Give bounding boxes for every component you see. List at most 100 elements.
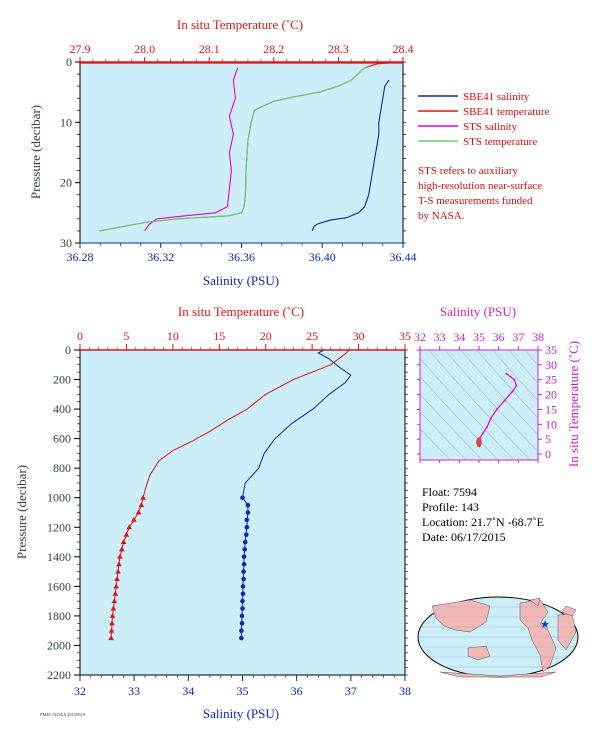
density-contour	[460, 350, 538, 436]
series-sbe41-salinity-line	[311, 79, 390, 232]
temperature-profile-marker	[126, 524, 132, 530]
temperature-profile-marker	[108, 627, 115, 633]
salinity-profile-marker	[240, 598, 245, 604]
ts-deep-water-cluster	[476, 437, 482, 448]
bottom-temperature-tick-label: 0	[77, 329, 83, 343]
ts-inset-salinity-tick-label: 37	[512, 330, 524, 344]
float-location-marker	[541, 620, 549, 628]
temperature-profile-marker	[138, 502, 145, 508]
legend-label-sts-temperature: STS temperature	[463, 136, 537, 148]
bottom-chart-pressure-axis-title: Pressure (decibar)	[14, 465, 29, 559]
ts-inset-salinity-tick-label: 34	[453, 330, 465, 344]
series-sts-salinity-line	[144, 67, 239, 232]
top-temperature-tick-label: 27.9	[70, 42, 91, 56]
ts-curve-point	[485, 426, 488, 429]
temperature-profile-marker	[123, 531, 130, 537]
legend-label-sbe41-temperature: SBE41 temperature	[463, 106, 550, 118]
bottom-pressure-tick-label: 2200	[47, 668, 71, 682]
bottom-pressure-tick-label: 600	[53, 432, 71, 446]
ts-curve-point	[511, 390, 514, 393]
float-location: Location: 21.7˚N -68.7˚E	[422, 515, 544, 529]
top-salinity-tick-label: 36.40	[309, 250, 336, 264]
bottom-pressure-tick-label: 1000	[47, 491, 71, 505]
density-contour	[524, 350, 538, 366]
ts-inset-temperature-tick-label: 10	[545, 417, 557, 431]
salinity-profile-marker	[240, 495, 245, 501]
bottom-salinity-tick-label: 38	[399, 684, 411, 698]
bottom-chart-salinity-axis-title: Salinity (PSU)	[203, 706, 279, 721]
salinity-profile-marker	[241, 554, 247, 560]
sts-note-line-4: by NASA.	[418, 210, 465, 222]
temperature-profile-marker	[108, 635, 114, 641]
top-plot-area	[79, 61, 404, 244]
salinity-profile-marker	[241, 576, 246, 582]
bottom-salinity-tick-label: 35	[237, 684, 249, 698]
salinity-profile-marker	[239, 621, 245, 626]
top-temperature-tick-label: 28.2	[263, 42, 284, 56]
temperature-profile-marker	[110, 605, 117, 611]
salinity-profile-marker	[244, 517, 250, 523]
top-temperature-tick-label: 28.1	[199, 42, 220, 56]
temperature-profile-marker	[114, 576, 120, 581]
density-contour	[428, 350, 531, 460]
bottom-temperature-tick-label: 20	[260, 329, 272, 343]
ts-inset-salinity-tick-label: 33	[434, 330, 446, 344]
bottom-temperature-tick-label: 5	[123, 329, 129, 343]
ts-inset-salinity-tick-label: 36	[493, 330, 505, 344]
profile-number: Profile: 143	[422, 500, 479, 514]
ts-inset-salinity-tick-label: 35	[473, 330, 485, 344]
temperature-profile-marker	[112, 590, 119, 596]
salinity-profile-marker	[239, 635, 244, 641]
density-contour	[476, 350, 538, 419]
salinity-profile-marker	[239, 613, 245, 619]
salinity-profile-marker	[242, 539, 248, 545]
bottom-pressure-tick-label: 2000	[47, 638, 71, 652]
bottom-pressure-tick-label: 0	[65, 343, 71, 357]
top-pressure-tick-label: 20	[60, 176, 72, 190]
density-contour	[420, 376, 499, 460]
sts-note-line-2: high-resolution near-surface	[418, 180, 542, 192]
temperature-profile-marker	[113, 583, 119, 589]
temperature-profile-marker	[109, 620, 115, 626]
salinity-profile-marker	[244, 525, 250, 530]
salinity-profile-marker	[244, 532, 249, 537]
top-temperature-tick-label: 28.0	[134, 42, 155, 56]
bottom-pressure-tick-label: 1200	[47, 520, 71, 534]
temperature-profile-marker	[140, 494, 146, 500]
density-contour	[508, 350, 538, 384]
ts-curve-point	[503, 399, 506, 402]
density-contour	[444, 350, 538, 452]
float-number: Float: 7594	[422, 485, 477, 499]
top-temperature-tick-label: 28.3	[328, 42, 349, 56]
salinity-profile-marker	[240, 606, 245, 611]
ts-curve-point	[505, 372, 508, 375]
footer-code: PMEL/NOAA 20150619	[40, 712, 86, 717]
density-contour	[492, 350, 538, 402]
bottom-pressure-tick-label: 200	[53, 373, 71, 387]
temperature-profile-marker	[131, 516, 137, 522]
salinity-profile-marker	[241, 569, 246, 574]
temperature-profile-marker	[135, 509, 142, 515]
salinity-profile-marker	[241, 561, 247, 567]
bottom-pressure-tick-label: 1400	[47, 550, 71, 564]
temperature-profile-marker	[120, 539, 127, 544]
bottom-salinity-tick-label: 34	[182, 684, 194, 698]
bottom-temperature-tick-label: 15	[213, 329, 225, 343]
ts-inset-temperature-axis-title: In situ Temperature (˚C)	[566, 341, 581, 467]
top-salinity-tick-label: 36.44	[390, 250, 417, 264]
world-map-landmass	[431, 599, 491, 633]
profile-date: Date: 06/17/2015	[422, 530, 506, 544]
top-salinity-tick-label: 36.28	[67, 250, 94, 264]
top-pressure-tick-label: 0	[66, 55, 72, 69]
ts-inset-temperature-tick-label: 5	[545, 432, 551, 446]
bottom-chart-temperature-axis-title: In situ Temperature (˚C)	[178, 304, 304, 319]
bottom-pressure-tick-label: 1800	[47, 609, 71, 623]
top-chart-temperature-axis-title: In situ Temperature (˚C)	[177, 17, 303, 32]
top-salinity-tick-label: 36.32	[147, 250, 174, 264]
text-layer: In situ Temperature (˚C) Salinity (PSU) …	[14, 17, 581, 721]
world-map-landmass	[529, 597, 541, 607]
bottom-temperature-tick-label: 10	[167, 329, 179, 343]
ts-curve-point	[513, 378, 516, 381]
temperature-profile-marker	[111, 598, 118, 604]
